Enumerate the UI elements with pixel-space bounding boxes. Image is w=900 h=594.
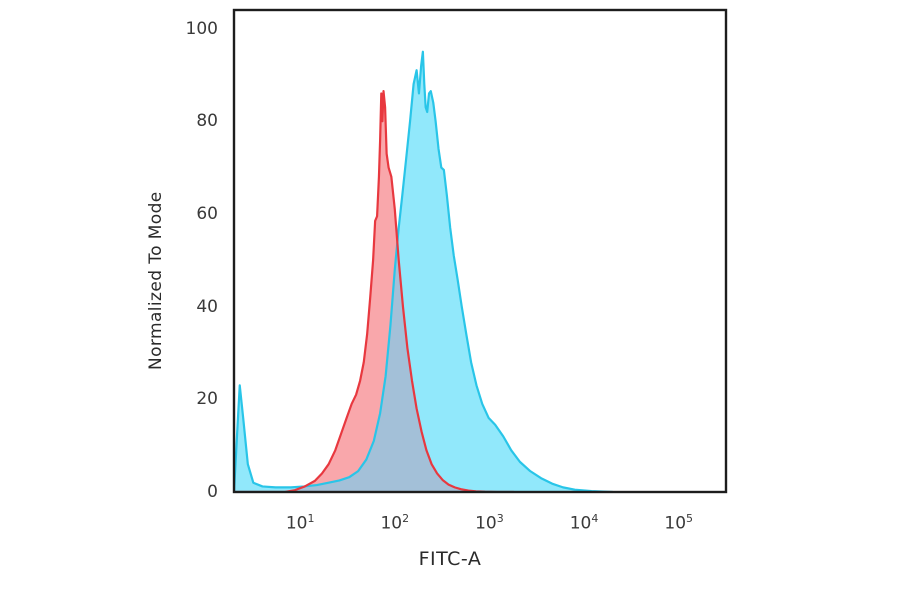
blue-histogram-outline (234, 50, 614, 492)
y-axis-title: Normalized To Mode (146, 191, 166, 370)
red-histogram-area (234, 91, 514, 492)
y-tick-label: 100 (185, 18, 218, 39)
red-histogram-outline (234, 90, 515, 492)
y-tick-label: 40 (196, 296, 218, 317)
x-tick-label: 104 (569, 512, 599, 534)
y-tick-label: 60 (196, 203, 218, 224)
y-tick-label: 20 (196, 389, 218, 410)
y-tick-label: 80 (196, 111, 218, 132)
x-tick-label: 105 (664, 512, 694, 534)
x-tick-label: 103 (475, 512, 504, 534)
x-tick-label: 102 (380, 512, 410, 534)
blue-histogram-area (234, 51, 613, 492)
y-tick-label: 0 (207, 482, 218, 502)
x-axis-title: FITC-A (418, 548, 482, 570)
x-tick-label: 101 (285, 512, 315, 534)
plot-frame (232, 8, 728, 494)
